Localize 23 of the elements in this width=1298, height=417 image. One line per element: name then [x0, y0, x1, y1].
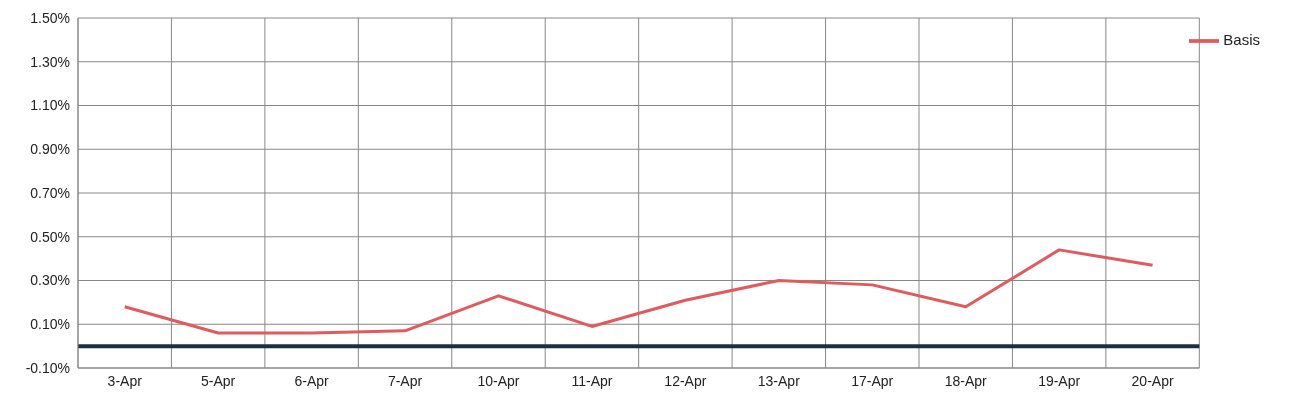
y-tick-label: 1.10% [30, 97, 70, 114]
x-tick-label: 3-Apr [107, 372, 143, 389]
x-tick-label: 10-Apr [477, 372, 520, 389]
y-tick-label: 0.10% [30, 316, 70, 333]
x-tick-label: 5-Apr [201, 372, 236, 389]
x-tick-label: 11-Apr [571, 372, 613, 389]
x-tick-label: 6-Apr [294, 372, 330, 389]
y-tick-label: 1.50% [30, 9, 70, 26]
x-tick-label: 7-Apr [387, 372, 423, 389]
y-tick-label: 0.70% [30, 184, 70, 201]
legend-label: Basis [1223, 30, 1260, 48]
y-tick-label: 0.90% [30, 141, 70, 158]
x-tick-label: 20-Apr [1131, 372, 1174, 389]
x-tick-label: 13-Apr [757, 372, 801, 389]
line-series [123, 248, 1155, 335]
x-tick-label: 12-Apr [664, 372, 707, 389]
y-tick-label: 1.30% [30, 53, 70, 70]
y-tick-label: 0.50% [30, 228, 70, 245]
x-tick-label: 17-Apr [851, 372, 894, 389]
y-tick-label: 0.30% [30, 272, 70, 289]
x-tick-label: 19-Apr [1038, 372, 1081, 389]
y-tick-label: -0.10% [25, 359, 70, 376]
x-tick-label: 18-Apr [944, 372, 988, 389]
